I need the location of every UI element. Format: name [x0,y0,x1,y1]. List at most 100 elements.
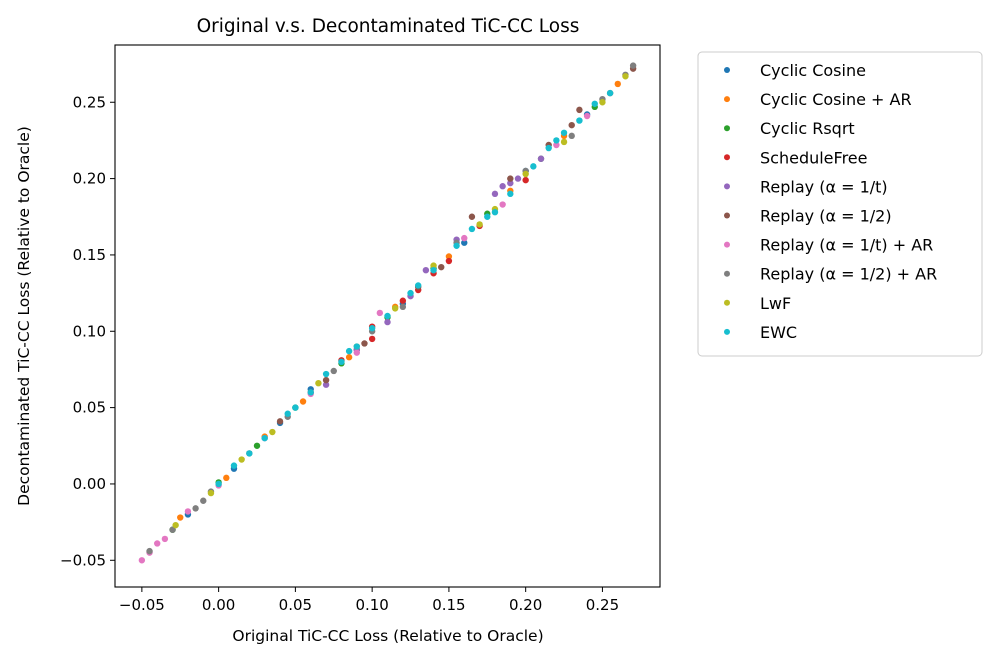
point-9-8 [338,358,345,366]
x-tick-label: −0.05 [119,596,165,614]
point-4-4 [422,266,430,274]
point-9-0 [215,480,222,488]
legend: Cyclic Cosine Cyclic Cosine + AR Cyclic Rs… [697,51,983,357]
point-8-10 [522,170,529,178]
point-9-12 [384,312,391,320]
point-5-8 [568,121,575,129]
plot-frame [114,44,661,588]
point-9-2 [246,450,253,457]
point-3-9 [445,257,453,265]
point-9-16 [453,242,460,249]
point-1-1 [223,474,230,482]
legend-label: Cyclic Cosine + AR [760,90,912,109]
point-4-7 [499,183,506,190]
point-7-3 [200,497,207,504]
point-4-6 [491,190,499,198]
point-1-9 [614,80,621,88]
legend-label: Replay (α = 1/2) [760,207,892,226]
point-9-27 [606,89,614,97]
legend-label: Replay (α = 1/t) [760,177,888,196]
y-tick-label: 0.25 [73,93,106,111]
legend-marker [724,96,730,103]
legend-marker [724,212,730,219]
x-axis-label: Original TiC-CC Loss (Relative to Oracle… [232,627,543,645]
point-9-1 [230,462,238,469]
point-9-11 [368,325,376,332]
point-9-3 [261,434,268,442]
point-6-4 [184,508,192,515]
point-5-4 [438,263,445,271]
point-7-1 [169,526,176,533]
legend-marker [724,299,730,306]
point-6-0 [138,557,146,564]
point-9-18 [484,213,491,220]
point-4-2 [384,318,391,326]
point-7-15 [629,62,637,69]
legend-marker [724,183,730,190]
point-9-14 [415,282,422,289]
x-tick-label: 0.00 [202,596,235,614]
point-8-2 [238,456,245,463]
point-5-2 [361,340,368,347]
point-7-9 [399,303,407,311]
x-tick-label: 0.25 [586,596,619,614]
point-8-6 [391,305,399,312]
x-tick-label: 0.15 [432,596,465,614]
point-9-20 [507,190,514,198]
point-1-4 [345,354,353,361]
point-7-12 [568,132,575,140]
point-9-19 [491,208,499,216]
point-9-5 [292,404,299,411]
point-7-7 [330,367,337,375]
point-5-1 [322,376,330,384]
legend-label: EWC [760,323,797,342]
point-8-1 [207,489,215,497]
legend-marker [724,328,730,335]
y-tick-label: 0.05 [73,399,106,417]
legend-marker [724,270,730,277]
point-6-11 [499,201,506,208]
point-1-6 [445,253,453,260]
point-9-15 [430,266,437,274]
point-9-24 [560,129,568,136]
point-9-13 [407,289,414,297]
point-6-3 [161,535,169,543]
point-9-9 [345,347,353,355]
point-3-4 [399,297,407,304]
x-tick-label: 0.10 [355,596,388,614]
legend-marker [724,241,730,248]
point-6-10 [461,234,468,242]
x-tick-label: 0.05 [279,596,312,614]
point-9-4 [284,410,291,417]
legend-label: LwF [760,294,791,313]
point-8-0 [172,521,179,529]
point-9-17 [468,225,476,233]
point-6-8 [353,349,360,356]
point-0-6 [461,239,468,246]
legend-label: ScheduleFree [760,148,867,167]
point-4-0 [322,381,330,388]
point-9-22 [545,144,552,152]
y-tick-label: 0.10 [73,322,106,340]
legend-marker [724,154,730,161]
point-3-3 [368,335,376,343]
point-8-12 [599,99,606,106]
legend-label: Cyclic Rsqrt [760,119,855,138]
point-6-2 [154,540,161,547]
point-6-9 [376,309,384,317]
point-9-10 [353,343,360,350]
point-4-9 [514,175,522,182]
point-3-8 [522,176,529,184]
point-2-2 [253,442,261,449]
point-4-10 [537,155,545,162]
chart-title: Original v.s. Decontaminated TiC-CC Loss [197,16,580,37]
point-9-26 [591,100,598,107]
point-8-7 [430,262,437,269]
point-9-6 [307,389,314,396]
point-1-0 [177,514,184,521]
point-8-13 [622,73,629,80]
legend-label: Cyclic Cosine [760,61,866,80]
point-6-12 [553,141,560,149]
point-1-3 [299,398,307,405]
